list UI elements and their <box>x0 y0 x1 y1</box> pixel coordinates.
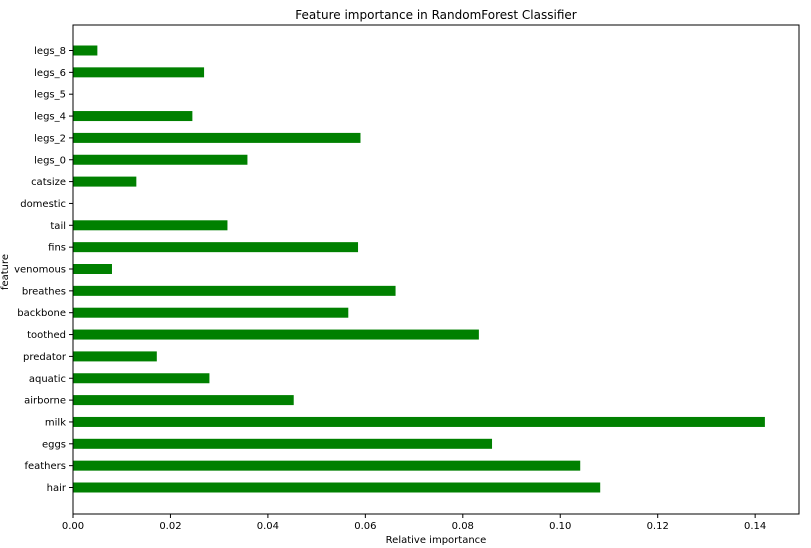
y-tick-label: catsize <box>31 177 66 188</box>
bar-hair <box>73 482 601 493</box>
bar-backbone <box>73 307 349 318</box>
bar-airborne <box>73 395 294 406</box>
y-tick-label: tail <box>50 221 66 232</box>
x-tick-label: 0.12 <box>647 521 669 532</box>
bars <box>73 45 765 493</box>
x-tick-label: 0.06 <box>354 521 376 532</box>
y-tick-label: milk <box>45 417 66 428</box>
y-tick-label: domestic <box>20 199 66 210</box>
y-tick-label: legs_4 <box>34 112 66 123</box>
y-tick-label: legs_6 <box>34 68 66 79</box>
bar-catsize <box>73 176 137 187</box>
bar-venomous <box>73 264 112 274</box>
bar-legs_8 <box>73 45 98 56</box>
bar-eggs <box>73 438 493 449</box>
y-tick-label: breathes <box>22 286 66 297</box>
x-tick-label: 0.08 <box>452 521 474 532</box>
y-tick-label: legs_0 <box>34 155 66 166</box>
bar-legs_2 <box>73 132 361 143</box>
y-tick-label: venomous <box>14 265 66 276</box>
chart-title: Feature importance in RandomForest Class… <box>295 8 576 22</box>
bar-aquatic <box>73 373 210 384</box>
x-tick-label: 0.02 <box>159 521 181 532</box>
bar-feathers <box>73 460 581 471</box>
x-axis: 0.00 0.02 0.04 0.06 0.08 0.10 0.12 0.14 <box>62 514 766 532</box>
y-tick-label: airborne <box>24 396 66 407</box>
y-axis: hair feathers eggs milk airborne aquatic preda… <box>14 46 73 494</box>
bar-fins <box>73 242 359 253</box>
x-tick-label: 0.10 <box>549 521 571 532</box>
bar-predator <box>73 351 157 362</box>
y-tick-label: hair <box>47 483 67 494</box>
bar-legs_4 <box>73 111 193 122</box>
x-axis-label: Relative importance <box>386 535 487 546</box>
y-tick-label: toothed <box>27 330 66 341</box>
bar-milk <box>73 416 765 427</box>
bar-tail <box>73 220 228 231</box>
x-tick-label: 0.00 <box>62 521 84 532</box>
bar-legs_6 <box>73 67 205 78</box>
y-tick-label: eggs <box>42 439 66 450</box>
bar-legs_0 <box>73 154 248 165</box>
bar-breathes <box>73 285 396 296</box>
y-tick-label: feathers <box>24 461 66 472</box>
y-tick-label: predator <box>23 352 67 363</box>
x-tick-label: 0.14 <box>744 521 766 532</box>
y-tick-label: backbone <box>17 308 66 319</box>
bar-toothed <box>73 329 479 340</box>
y-axis-label: feature <box>0 254 11 290</box>
y-tick-label: legs_2 <box>34 133 66 144</box>
y-tick-label: legs_5 <box>34 90 66 101</box>
x-tick-label: 0.04 <box>257 521 279 532</box>
y-tick-label: aquatic <box>29 374 66 385</box>
y-tick-label: legs_8 <box>34 46 66 57</box>
y-tick-label: fins <box>48 243 66 254</box>
